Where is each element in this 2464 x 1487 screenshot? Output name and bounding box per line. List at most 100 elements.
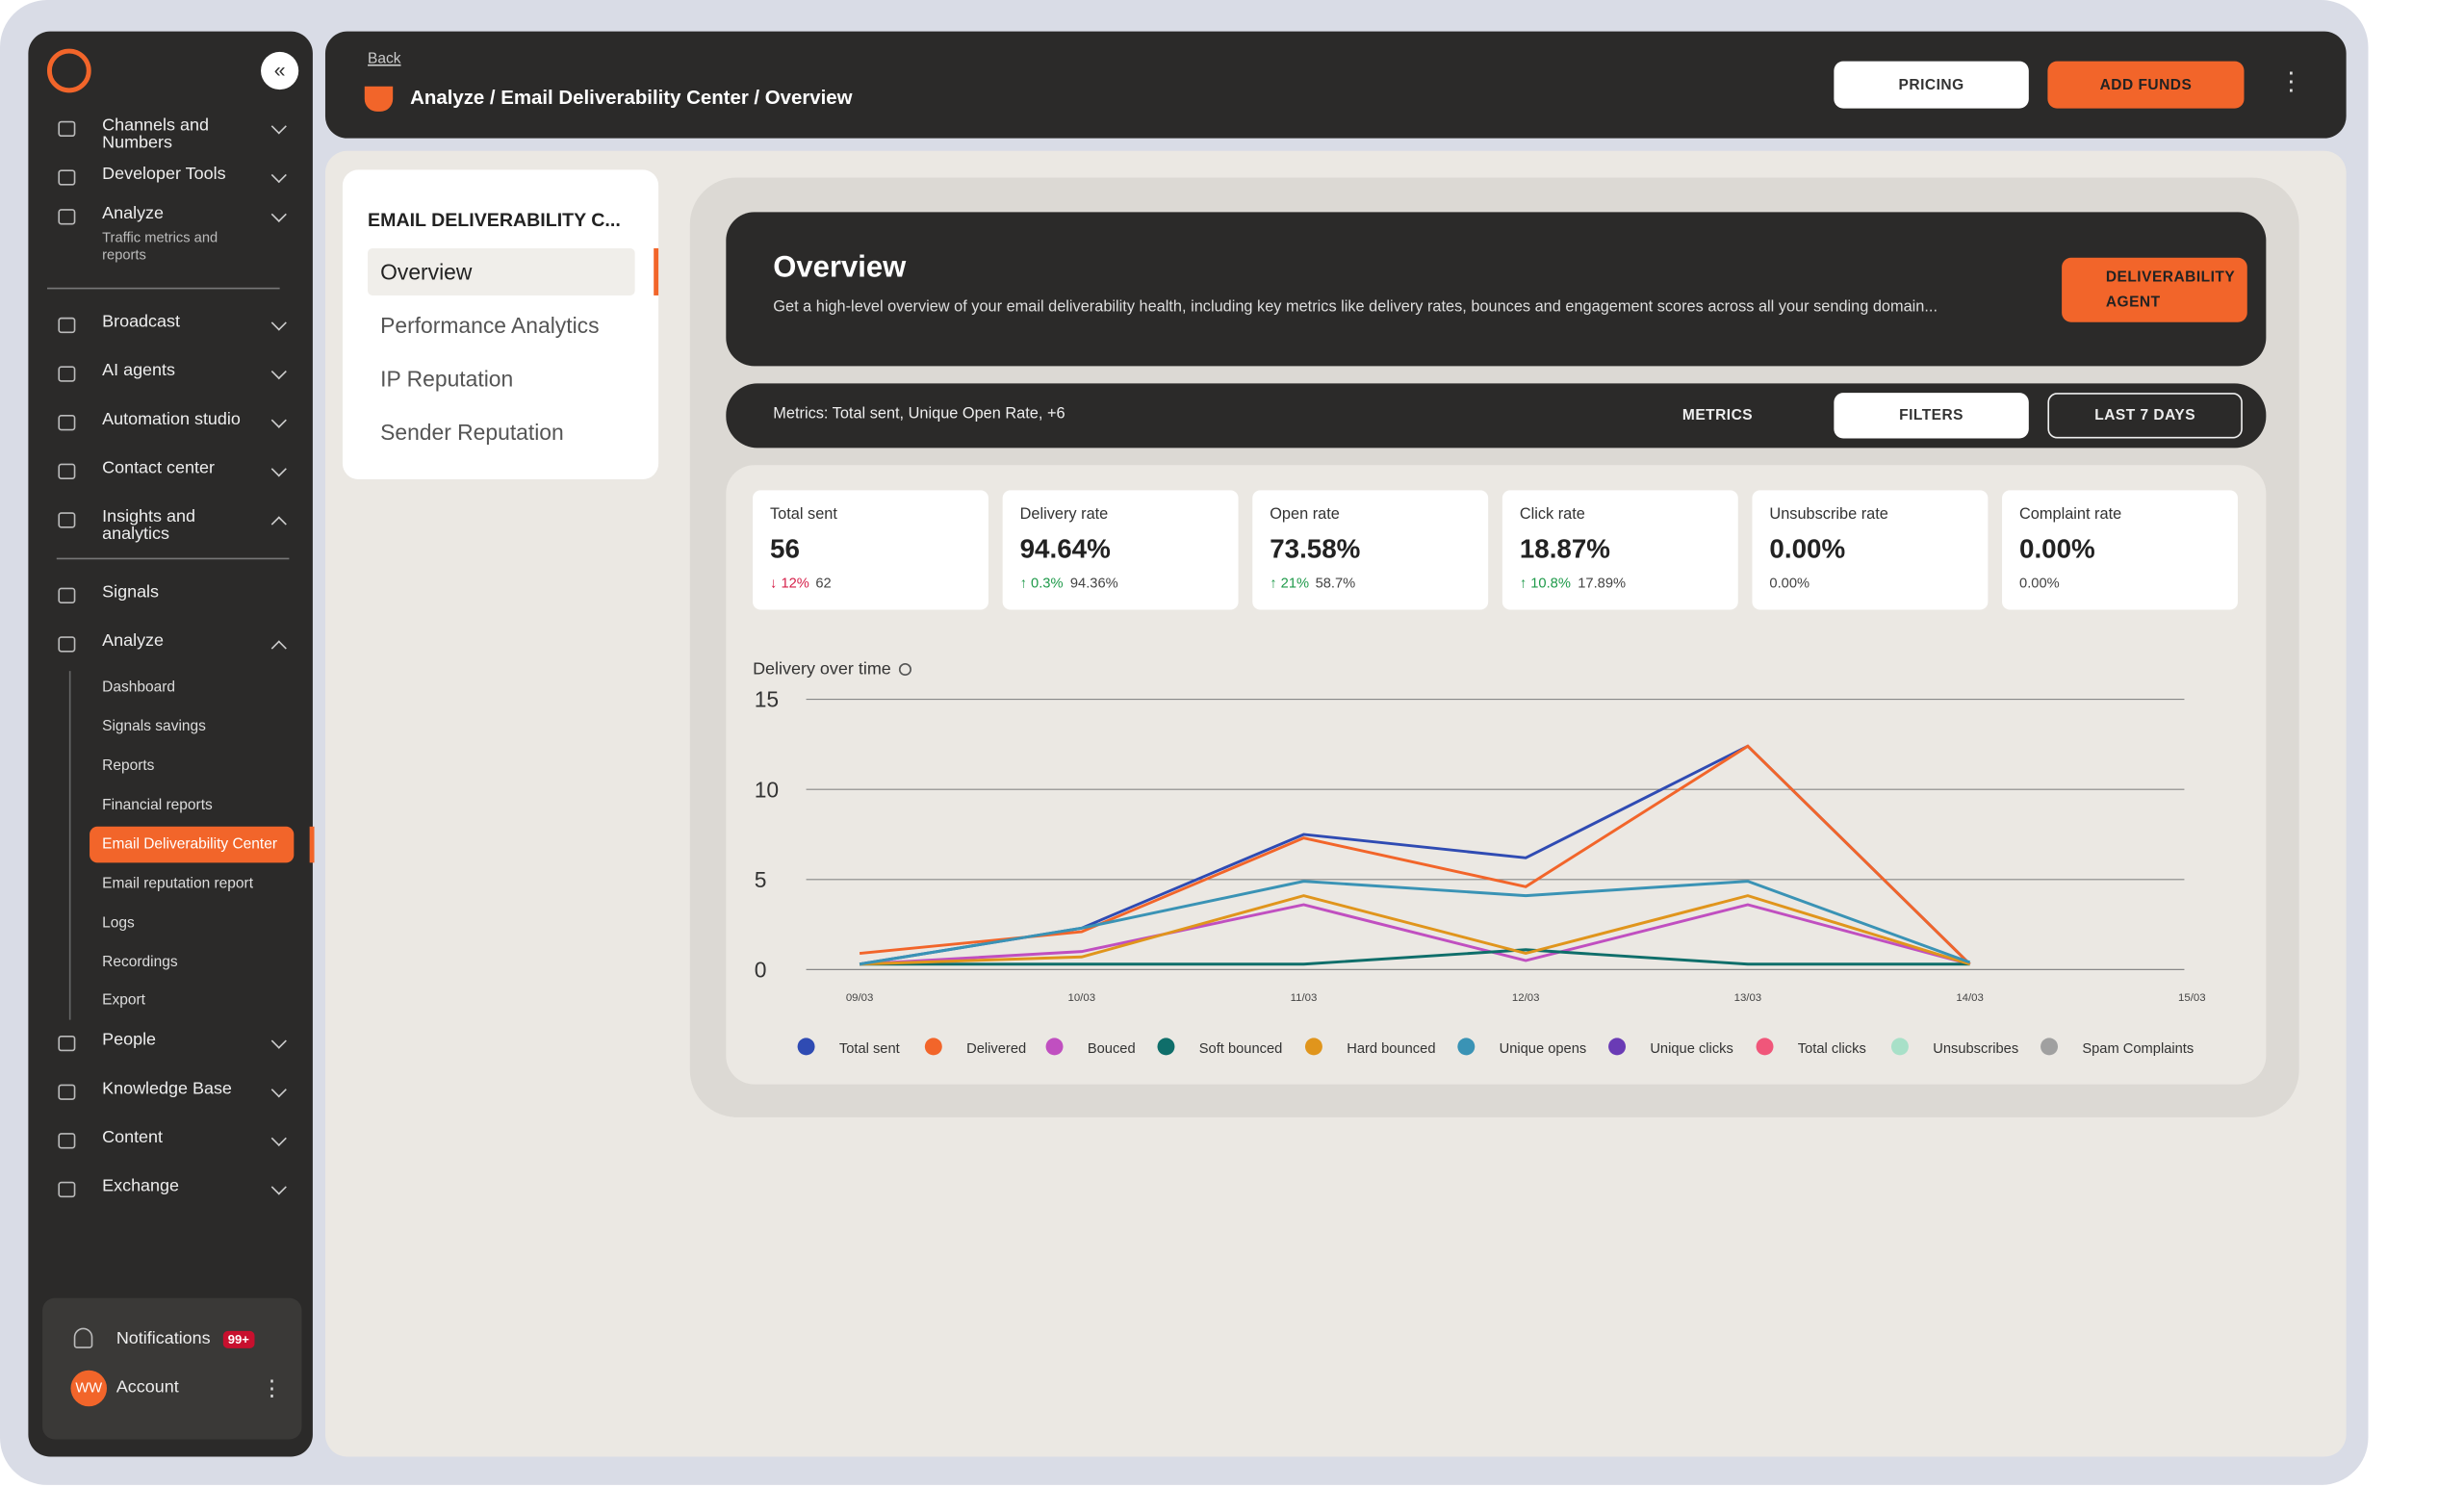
legend-label: Total sent [839, 1041, 900, 1057]
series-line [860, 894, 1971, 966]
kpi-label: Total sent [770, 505, 837, 524]
add-funds-button[interactable]: ADD FUNDS [2047, 61, 2245, 109]
y-tick-label: 5 [755, 867, 767, 892]
sub-nav-item[interactable]: Email Deliverability Center [102, 835, 278, 854]
kpi-value: 56 [770, 534, 800, 565]
legend-swatch [924, 1038, 942, 1056]
nav-icon [58, 512, 76, 528]
nav-item[interactable]: Developer Tools [102, 165, 226, 185]
sub-nav-item[interactable]: Export [102, 991, 145, 1010]
kpi-card [1002, 490, 1239, 610]
x-tick-label: 09/03 [846, 992, 874, 1004]
legend-swatch [1045, 1038, 1064, 1056]
sub-nav-item[interactable]: Financial reports [102, 796, 213, 814]
breadcrumb: Analyze / Email Deliverability Center / … [410, 86, 853, 109]
legend-label: Unique opens [1500, 1041, 1587, 1057]
x-tick-label: 15/03 [2178, 992, 2206, 1004]
kpi-previous: 17.89% [1578, 575, 1627, 591]
kpi-card [1752, 490, 1989, 610]
nav-item[interactable]: Analyze [102, 631, 165, 651]
nav-item[interactable]: Content [102, 1128, 164, 1147]
sub-nav-item[interactable]: Signals savings [102, 718, 206, 736]
more-menu[interactable]: ⋮ [2278, 68, 2304, 96]
divider [46, 287, 280, 290]
nav-item[interactable]: Automation studio [102, 410, 241, 429]
legend-label: Delivered [966, 1041, 1026, 1057]
nav-icon [58, 169, 76, 186]
bell-icon [73, 1327, 93, 1348]
account-menu[interactable]: ⋮ [261, 1374, 283, 1400]
divider [56, 557, 290, 560]
kpi-value: 0.00% [2019, 534, 2095, 565]
legend-swatch [1157, 1038, 1175, 1056]
nav-icon [58, 120, 76, 138]
kpi-card [753, 490, 988, 610]
kpi-change: ↑ 10.8% [1519, 575, 1571, 591]
subnav-title: EMAIL DELIVERABILITY C... [368, 209, 621, 232]
sub-nav-item[interactable]: Reports [102, 756, 155, 775]
sub-nav-item[interactable]: Dashboard [102, 679, 176, 697]
overview-description: Get a high-level overview of your email … [773, 298, 1938, 317]
collapse-button[interactable]: « [261, 51, 299, 90]
sub-nav-item[interactable]: Recordings [102, 954, 178, 972]
active-marker [654, 247, 659, 295]
x-tick-label: 13/03 [1734, 992, 1762, 1004]
nav-icon [58, 415, 76, 431]
nav-item[interactable]: Insights and analytics [102, 507, 195, 544]
y-tick-label: 15 [755, 687, 779, 712]
nav-item[interactable]: Contact center [102, 458, 215, 478]
label: ADD FUNDS [2099, 76, 2193, 94]
account-card [42, 1297, 302, 1440]
range-button[interactable]: LAST 7 DAYS [2047, 393, 2243, 439]
nav-item[interactable]: Analyze [102, 204, 165, 223]
kpi-label: Unsubscribe rate [1769, 505, 1888, 524]
legend-label: Bouced [1088, 1041, 1136, 1057]
sub-nav-item[interactable]: Logs [102, 914, 135, 933]
agent-button[interactable]: DELIVERABILITY AGENT [2062, 257, 2247, 322]
subnav-item[interactable]: IP Reputation [380, 366, 514, 392]
legend-label: Hard bounced [1347, 1041, 1435, 1057]
legend-swatch [1457, 1038, 1476, 1056]
kpi-previous: 58.7% [1315, 575, 1356, 591]
kpi-previous: 94.36% [1069, 575, 1118, 591]
metrics-button[interactable]: METRICS [1669, 395, 1766, 437]
nav-item[interactable]: Knowledge Base [102, 1079, 232, 1099]
subnav-item[interactable]: Overview [380, 259, 473, 285]
kpi-card [1502, 490, 1738, 610]
subnav-item[interactable]: Performance Analytics [380, 312, 600, 339]
pricing-button[interactable]: PRICING [1834, 61, 2029, 109]
legend-swatch [1756, 1038, 1774, 1056]
nav-item[interactable]: Broadcast [102, 312, 180, 332]
label: METRICS [1681, 406, 1754, 424]
nav-item[interactable]: Exchange [102, 1176, 180, 1196]
subnav-item[interactable]: Sender Reputation [380, 419, 564, 446]
y-tick-label: 0 [755, 958, 767, 983]
legend-label: Unique clicks [1650, 1041, 1733, 1057]
nav-item[interactable]: Channels and Numbers [102, 115, 209, 153]
series-line [860, 903, 1970, 966]
label: FILTERS [1899, 406, 1964, 424]
nav-item[interactable]: Signals [102, 582, 160, 602]
page-icon [364, 86, 394, 112]
kpi-change: ↓ 12% [770, 575, 809, 591]
x-tick-label: 10/03 [1068, 992, 1096, 1004]
tree-line [68, 671, 71, 1020]
badge: 99+ [222, 1330, 254, 1348]
legend-label: Spam Complaints [2082, 1041, 2194, 1057]
kpi-value: 18.87% [1519, 534, 1610, 565]
account[interactable]: Account [116, 1377, 179, 1397]
nav-icon [58, 209, 76, 225]
legend-label: Soft bounced [1199, 1041, 1283, 1057]
sub-nav-item[interactable]: Email reputation report [102, 875, 254, 893]
chart-title: Delivery over time [753, 659, 891, 679]
nav-item[interactable]: AI agents [102, 361, 176, 381]
filters-button[interactable]: FILTERS [1834, 393, 2029, 439]
kpi-value: 94.64% [1019, 534, 1111, 565]
nav-item[interactable]: People [102, 1031, 157, 1050]
label: LAST 7 DAYS [2094, 406, 2196, 424]
notifications[interactable]: Notifications [116, 1329, 211, 1348]
back-link[interactable]: Back [368, 50, 401, 68]
legend-label: Unsubscribes [1933, 1041, 2018, 1057]
avatar: WW [70, 1370, 108, 1407]
